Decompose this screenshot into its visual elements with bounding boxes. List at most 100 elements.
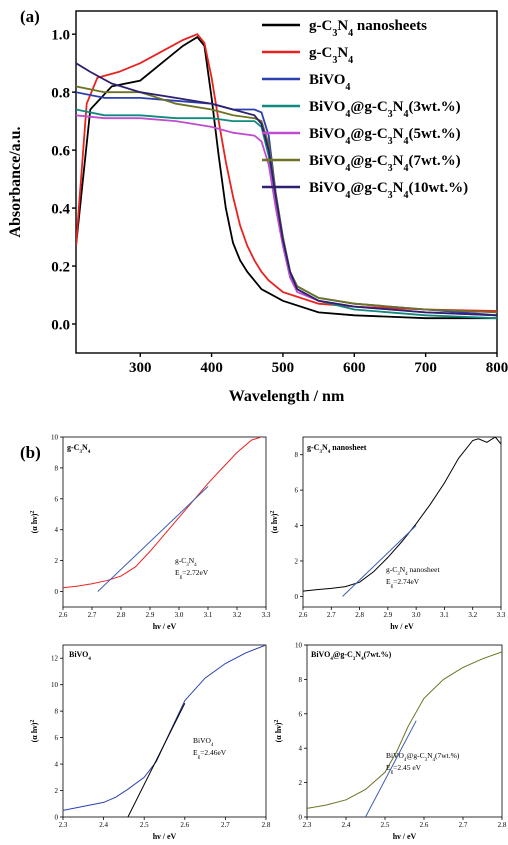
chart-panel-b-gcn: 2.6 2.7 2.8 2.9 3.0 3.1 3.2 3.3 0 2 4 6 8 10 hν / eV (α… [20,433,271,631]
annotation-sample: BiVO4@g-C3N4(7wt.%) [386,751,460,763]
annotation-sample: BiVO4 [193,736,214,748]
x-axis-label: hν / eV [153,832,177,841]
y-tick-label: 0.8 [51,85,70,101]
chart-panel-b-composite-7wt: 2.3 2.4 2.5 2.6 2.7 2.8 0 2 4 6 8 10 hν / eV (α hν)2 B… [274,641,507,841]
y-tick-label: 10 [295,641,303,649]
annotation-sample: g-C3N4 [175,556,197,568]
y-tick-label: 10 [51,681,59,689]
x-tick-label: 2.8 [117,611,126,619]
plot-frame [75,10,498,354]
x-tick-label: 600 [343,360,366,376]
absorption-curve [63,437,263,589]
annotation-bandgap: Eg=2.46eV [193,748,227,760]
x-tick-label: 2.8 [498,821,507,829]
chart-panel-b-bivo4: 2.3 2.4 2.5 2.6 2.7 2.8 0 2 4 6 8 10 12 hν / eV (α hν)… [30,644,271,841]
y-tick-label: 8 [55,464,59,472]
y-tick-label: 0.4 [51,201,70,217]
absorption-curve [303,437,501,592]
x-tick-label: 800 [486,360,508,376]
y-tick-label: 0 [55,813,59,821]
y-tick-label: 4 [299,745,303,753]
y-tick-label: 0.6 [51,143,70,159]
y-axis-label: (α hν)2 [274,720,283,743]
y-tick-label: 2 [55,787,59,795]
x-tick-label: 3.3 [497,611,506,619]
y-axis-label: (α hν)2 [270,511,279,534]
corner-label: BiVO4@g-C3N4(7wt.%) [311,650,392,662]
x-tick-label: 2.9 [383,611,392,619]
annotation-bandgap: Eg=2.72eV [175,568,209,580]
panel-label: (a) [20,7,40,26]
y-tick-label: 8 [55,708,59,716]
x-tick-label: 3.0 [175,611,184,619]
corner-label: g-C3N4 [67,443,91,455]
x-tick-label: 3.2 [233,611,242,619]
y-tick-label: 2 [295,557,299,565]
x-tick-label: 2.7 [221,821,230,829]
x-tick-label: 2.5 [140,821,149,829]
y-tick-label: 12 [51,655,59,663]
legend-label: BiVO4@g-C3N4(5wt.%) [309,126,461,147]
legend-label: BiVO4@g-C3N4(7wt.%) [309,153,461,174]
x-tick-label: 500 [272,360,295,376]
x-axis-label: hν / eV [393,832,417,841]
x-tick-label: 2.3 [303,821,312,829]
annotation-bandgap: Eg=2.45 eV [386,763,422,775]
y-tick-label: 0 [295,593,299,601]
x-tick-label: 2.5 [381,821,390,829]
plot-frame [306,644,503,818]
x-tick-label: 400 [200,360,223,376]
legend-label: g-C3N4 nanosheets [309,18,427,39]
x-tick-label: 2.6 [299,611,308,619]
y-tick-label: 0.2 [51,259,70,275]
series-line [76,35,497,320]
x-axis-label: hν / eV [390,622,414,631]
x-axis-label: Wavelength / nm [229,388,345,405]
y-tick-label: 0 [55,588,59,596]
y-axis-label: (α hν)2 [30,511,39,534]
y-tick-label: 6 [55,734,59,742]
panel-label: (b) [20,443,41,462]
annotation-sample: g-C3N4 nanosheet [386,565,440,577]
legend-label: g-C3N4 [309,45,353,66]
y-tick-label: 6 [55,495,59,503]
tangent-fit-line [127,702,186,817]
x-tick-label: 2.4 [99,821,108,829]
y-axis-label: Absorbance/a.u. [7,126,24,237]
x-tick-label: 3.1 [440,611,449,619]
x-tick-label: 3.3 [262,611,271,619]
y-tick-label: 2 [299,779,303,787]
x-axis-label: hν / eV [153,622,177,631]
y-tick-label: 6 [295,487,299,495]
y-tick-label: 8 [295,451,299,459]
y-axis-label: (α hν)2 [30,720,39,743]
plot-frame [62,644,267,818]
y-tick-label: 6 [299,710,303,718]
y-tick-label: 1.0 [51,27,70,43]
x-tick-label: 2.6 [59,611,68,619]
tangent-fit-line [342,525,417,597]
x-tick-label: 3.2 [468,611,477,619]
x-tick-label: 2.7 [88,611,97,619]
y-tick-label: 4 [55,526,59,534]
x-tick-label: 2.7 [459,821,468,829]
tangent-fit-line [97,486,209,592]
absorption-curve [63,645,266,811]
y-tick-label: 4 [295,522,299,530]
corner-label: BiVO4 [69,650,91,662]
x-tick-label: 700 [414,360,437,376]
series-line [76,114,497,317]
legend-label: BiVO4@g-C3N4(10wt.%) [309,180,468,201]
x-tick-label: 2.8 [355,611,364,619]
x-tick-label: 2.7 [327,611,336,619]
chart-panel-a: 300 400 500 600 700 800 0.0 0.2 0.4 0.6 0.8 1.0 Wave… [7,7,508,405]
tangent-fit-line [365,720,417,817]
series-line [76,33,497,312]
x-tick-label: 3.1 [204,611,213,619]
absorption-curve [307,651,502,809]
series-line [76,85,497,314]
y-tick-label: 2 [55,557,59,565]
x-tick-label: 2.4 [342,821,351,829]
x-tick-label: 2.6 [420,821,429,829]
